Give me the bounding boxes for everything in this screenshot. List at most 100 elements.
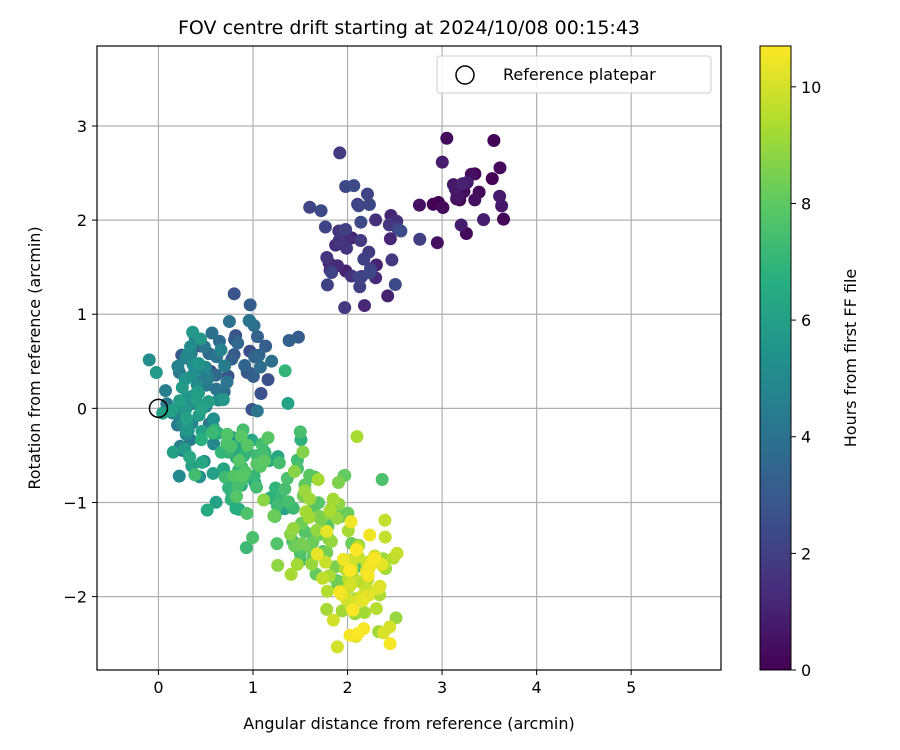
- scatter-point: [390, 546, 404, 560]
- chart-title: FOV centre drift starting at 2024/10/08 …: [178, 17, 640, 39]
- scatter-point: [222, 315, 236, 329]
- scatter-point: [173, 394, 187, 408]
- colorbar-tick-label: 10: [801, 78, 821, 97]
- scatter-point: [265, 354, 279, 368]
- scatter-point: [220, 375, 234, 389]
- scatter-point: [318, 220, 332, 234]
- y-tick-label: 3: [77, 117, 87, 136]
- scatter-point: [180, 412, 194, 426]
- legend: Reference platepar: [436, 55, 712, 94]
- legend-label: Reference platepar: [503, 65, 656, 84]
- scatter-point: [324, 534, 338, 548]
- scatter-point: [389, 611, 403, 625]
- scatter-point: [346, 603, 360, 617]
- scatter-point: [320, 584, 334, 598]
- scatter-point: [493, 161, 507, 175]
- scatter-point: [220, 427, 234, 441]
- scatter-point: [376, 626, 390, 640]
- scatter-point: [278, 364, 292, 378]
- scatter-point: [216, 393, 230, 407]
- scatter-point: [261, 373, 275, 387]
- colorbar: 0 2 4 6 8 10 Hours from first FF file: [759, 45, 860, 680]
- scatter-point: [326, 492, 340, 506]
- scatter-point: [320, 524, 334, 538]
- scatter-point: [310, 523, 324, 537]
- x-axis-ticks: 0 1 2 3 4 5: [153, 670, 636, 697]
- scatter-point: [287, 465, 301, 479]
- scatter-point: [454, 218, 468, 232]
- scatter-point: [235, 469, 249, 483]
- scatter-point: [190, 385, 204, 399]
- scatter-point: [310, 547, 324, 561]
- scatter-point: [302, 492, 316, 506]
- scatter-point: [267, 509, 281, 523]
- scatter-point: [149, 365, 163, 379]
- scatter-point: [240, 506, 254, 520]
- scatter-point: [383, 637, 397, 651]
- scatter-point: [293, 425, 307, 439]
- scatter-point: [231, 336, 245, 350]
- scatter-point: [320, 278, 334, 292]
- scatter-point: [485, 172, 499, 186]
- scatter-point: [261, 431, 275, 445]
- scatter-point: [295, 537, 309, 551]
- scatter-point: [175, 380, 189, 394]
- x-tick-label: 5: [626, 678, 636, 697]
- scatter-point: [239, 541, 253, 555]
- scatter-point: [172, 469, 186, 483]
- scatter-point: [259, 339, 273, 353]
- x-tick-label: 0: [153, 678, 163, 697]
- scatter-point: [369, 213, 383, 227]
- scatter-point: [246, 530, 260, 544]
- scatter-point: [209, 382, 223, 396]
- scatter-point: [241, 438, 255, 452]
- scatter-point: [333, 146, 347, 160]
- scatter-point: [206, 466, 220, 480]
- y-tick-label: 2: [77, 211, 87, 230]
- scatter-point: [184, 340, 198, 354]
- y-axis-label: Rotation from reference (arcmin): [25, 226, 44, 489]
- scatter-point: [314, 204, 328, 218]
- scatter-point: [440, 131, 454, 145]
- scatter-point: [303, 200, 317, 214]
- y-tick-label: −2: [63, 588, 87, 607]
- scatter-point: [278, 482, 292, 496]
- scatter-point: [284, 567, 298, 581]
- scatter-point: [181, 423, 195, 437]
- scatter-point: [323, 504, 337, 518]
- colorbar-tick-label: 4: [801, 428, 811, 447]
- scatter-point: [360, 187, 374, 201]
- colorbar-tick-label: 8: [801, 194, 811, 213]
- scatter-point: [257, 493, 271, 507]
- scatter-point: [378, 530, 392, 544]
- scatter-point: [183, 450, 197, 464]
- scatter-point: [353, 280, 367, 294]
- scatter-point: [375, 473, 389, 487]
- scatter-point: [142, 353, 156, 367]
- scatter-point: [320, 546, 334, 560]
- scatter-point: [363, 266, 377, 280]
- scatter-point: [381, 289, 395, 303]
- scatter-point: [388, 278, 402, 292]
- scatter-point: [362, 197, 376, 211]
- scatter-point: [351, 627, 365, 641]
- scatter-point: [332, 233, 346, 247]
- scatter-point: [205, 426, 219, 440]
- scatter-point: [205, 326, 219, 340]
- scatter-point: [234, 429, 248, 443]
- scatter-point: [194, 433, 208, 447]
- scatter-point: [238, 359, 252, 373]
- scatter-point: [385, 253, 399, 267]
- grid-lines: [97, 46, 721, 670]
- data-points: [142, 131, 511, 654]
- scatter-point: [368, 551, 382, 565]
- scatter-point: [326, 613, 340, 627]
- scatter-point: [412, 198, 426, 212]
- scatter-point: [271, 558, 285, 572]
- scatter-point: [435, 155, 449, 169]
- scatter-point: [311, 473, 325, 487]
- scatter-point: [166, 445, 180, 459]
- scatter-point: [343, 563, 357, 577]
- x-tick-label: 3: [437, 678, 447, 697]
